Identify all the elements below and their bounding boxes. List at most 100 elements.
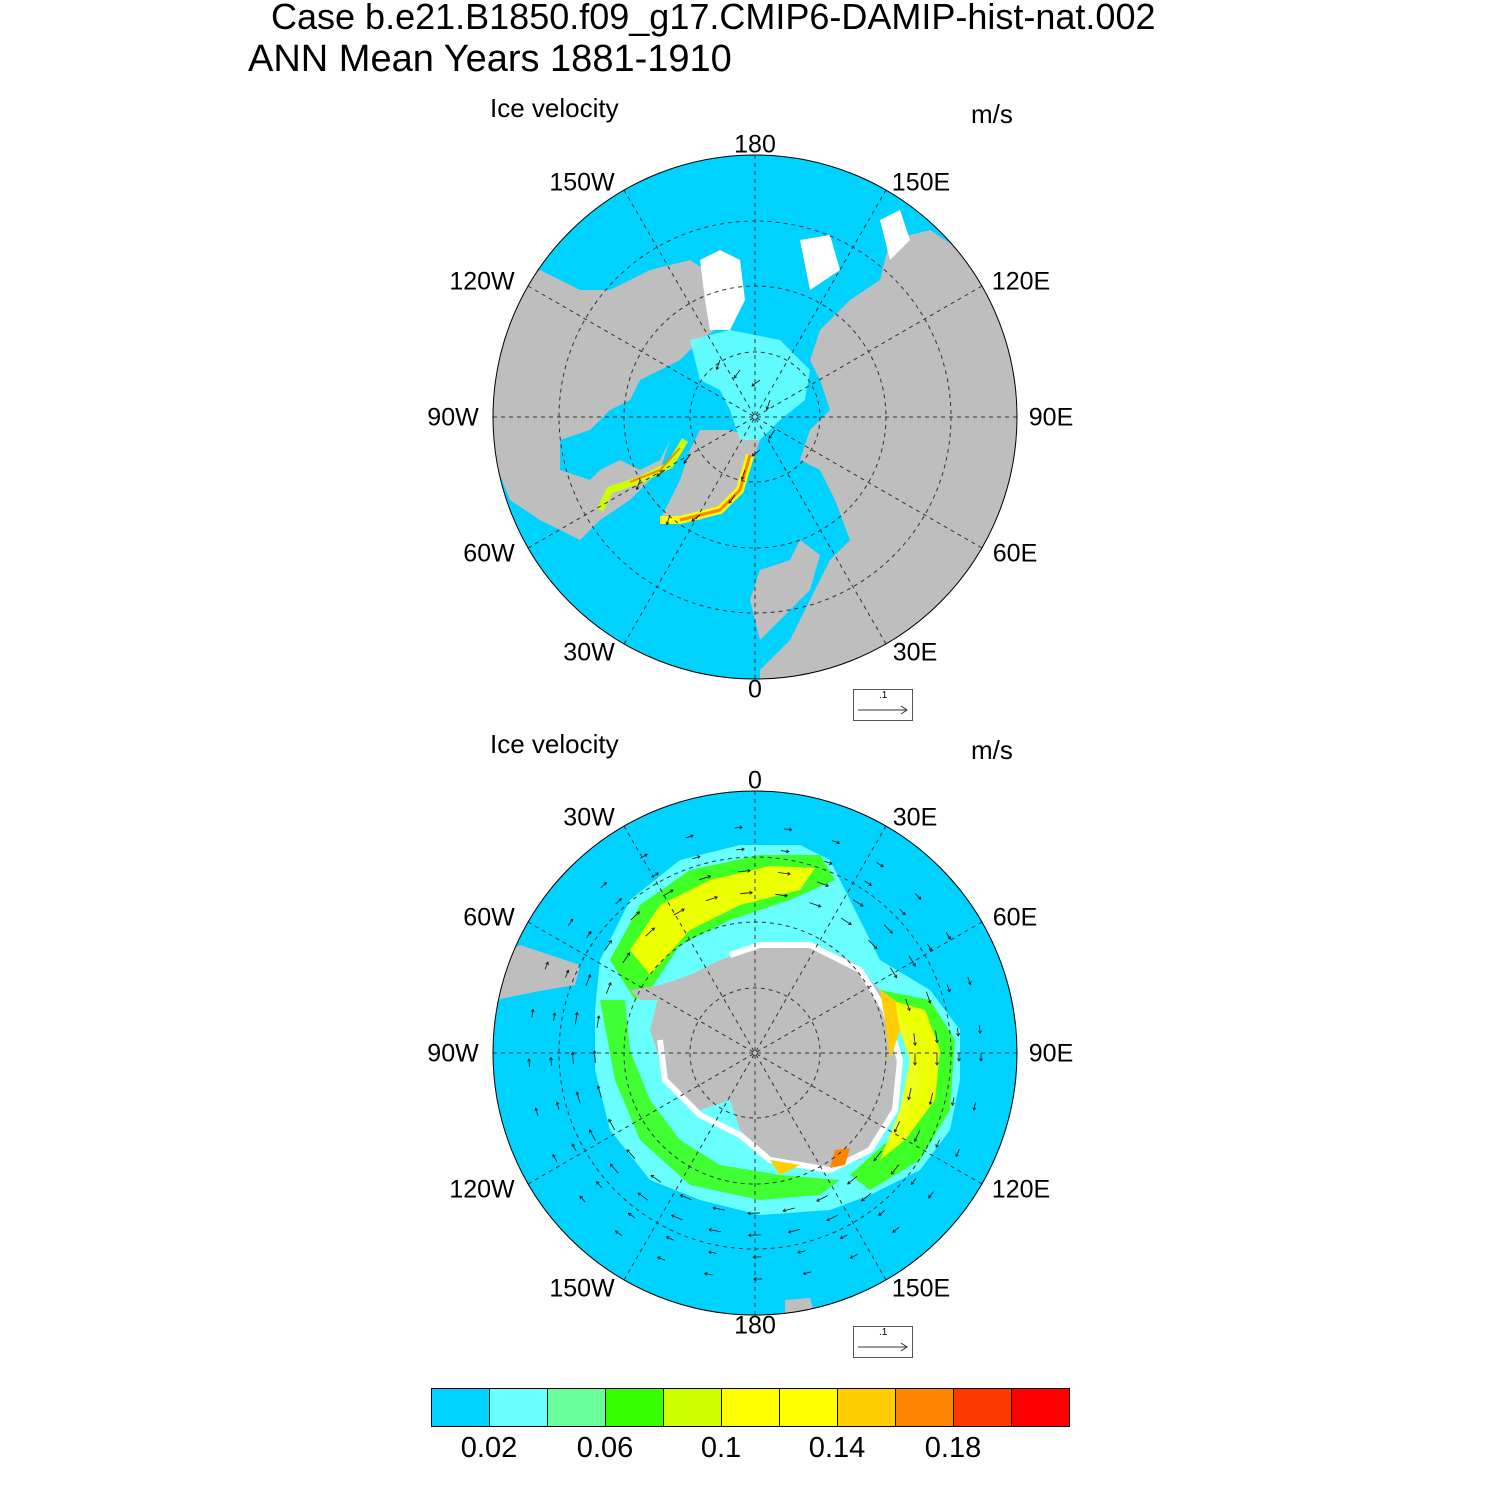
south-lon-label-30e: 30E [892,803,938,832]
velocity-arrow [740,890,753,895]
velocity-arrow [589,1129,596,1141]
colorbar-tick-label: 0.06 [576,1432,634,1464]
south-panel-units: m/s [971,735,1013,765]
velocity-arrow [934,1030,939,1044]
velocity-arrow [910,1177,917,1186]
velocity-arrow [864,880,873,886]
north-lon-label-0: 0 [748,675,762,704]
velocity-arrow [861,1192,872,1202]
velocity-arrow [604,939,612,951]
velocity-arrow [957,1053,961,1062]
velocity-arrow [596,1085,602,1098]
velocity-arrow [967,976,972,986]
velocity-arrow [596,1181,603,1189]
velocity-arrow [802,1271,812,1276]
velocity-arrow [544,961,549,970]
north-reference-vector-label: .1 [879,690,888,701]
velocity-arrow [926,991,932,1004]
velocity-arrow [650,1174,662,1183]
velocity-arrow [979,1053,983,1062]
velocity-arrow [831,840,841,845]
velocity-arrow [955,1149,960,1158]
velocity-arrow [552,1012,557,1021]
colorbar-tick-label: 0.02 [460,1432,518,1464]
north-lon-label-30w: 30W [563,638,615,667]
velocity-arrow [565,969,570,978]
colorbar-box [431,1388,490,1427]
colorbar-tick-label: 0.14 [808,1432,866,1464]
colorbar-box [721,1388,780,1427]
velocity-arrow [596,1015,601,1028]
north-reference-vector: .1 [853,689,913,721]
velocity-arrow [673,908,685,916]
colorbar-box [895,1388,954,1427]
velocity-arrow [736,847,745,852]
velocity-arrow [740,469,746,481]
velocity-arrow [570,1051,575,1065]
velocity-arrow [635,479,641,491]
velocity-arrow [951,1097,955,1107]
velocity-arrow [734,825,743,830]
velocity-arrow [787,1228,801,1234]
velocity-arrow [571,1143,577,1152]
velocity-arrow [552,1153,558,1162]
velocity-arrow [753,1277,762,1281]
south-lon-label-90e: 90E [1028,1039,1074,1068]
velocity-arrow [751,379,761,387]
north-lon-label-150w: 150W [549,168,615,197]
velocity-arrow [751,449,761,457]
velocity-arrow [978,1025,982,1034]
velocity-arrow [935,1139,940,1148]
south-lon-label-60w: 60W [463,903,515,932]
velocity-arrow [747,1211,760,1216]
velocity-arrow [703,1272,713,1276]
velocity-arrow [575,1091,581,1104]
colorbar-box [547,1388,606,1427]
velocity-arrow [883,924,893,934]
velocity-arrow [899,908,906,916]
velocity-arrow [839,1234,848,1240]
velocity-arrow [657,1256,666,1261]
north-polar-map [493,155,1017,679]
velocity-arrow [579,1195,586,1203]
velocity-arrow [712,1206,725,1211]
velocity-arrow [928,1092,934,1106]
colorbar-box [489,1388,548,1427]
velocity-arrow [670,1214,683,1221]
velocity-arrow [890,1164,900,1175]
north-lon-label-180: 180 [734,130,776,159]
north-panel-units: m/s [971,99,1013,129]
velocity-arrow [692,855,701,860]
colorbar-tick-label: 0.1 [700,1432,742,1464]
north-lon-label-60e: 60E [992,539,1038,568]
velocity-arrow [824,860,833,865]
reference-arrow-icon [858,1342,908,1352]
velocity-arrow [747,1233,761,1238]
velocity-arrow [656,469,666,477]
velocity-arrow [907,1087,912,1101]
velocity-arrow [645,927,655,937]
velocity-arrow [847,1176,858,1185]
velocity-arrow [665,514,671,526]
velocity-arrow [685,834,694,839]
velocity-arrow [733,369,741,379]
velocity-arrow [816,881,830,887]
colorbar-box [663,1388,722,1427]
velocity-arrow [928,1191,934,1199]
velocity-arrow [626,1149,636,1159]
colorbar-tick-label: 0.18 [924,1432,982,1464]
velocity-arrow [605,982,612,995]
velocity-arrow [873,1150,882,1162]
velocity-arrow [892,1226,900,1233]
velocity-arrow [530,1008,535,1018]
north-map-border [492,154,1018,680]
velocity-arrow [708,1228,721,1233]
antarctic-coast-nodata [657,942,904,1174]
colorbar-box [837,1388,896,1427]
south-lon-label-0: 0 [748,766,762,795]
colorbar [431,1388,1070,1427]
velocity-arrow [768,429,776,439]
velocity-arrow [708,1250,717,1255]
velocity-arrow [809,902,822,908]
